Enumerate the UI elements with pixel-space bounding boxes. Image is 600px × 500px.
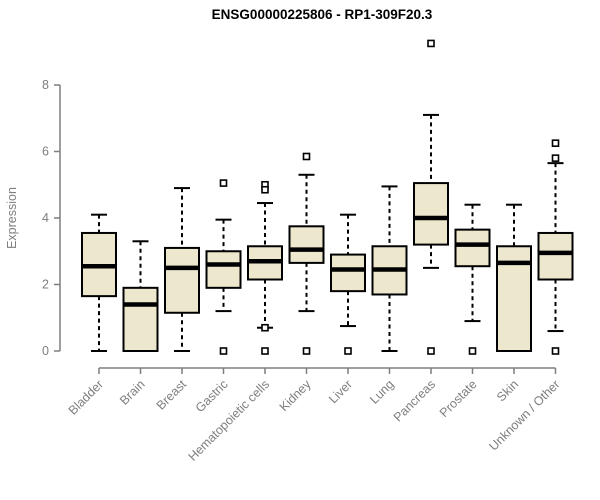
x-tick-label: Liver — [326, 377, 355, 406]
x-tick-label: Skin — [494, 377, 521, 404]
x-tick-label: Prostate — [437, 377, 480, 420]
y-axis-title: Expression — [5, 187, 19, 249]
y-tick-label: 2 — [42, 278, 49, 292]
outlier-marker — [468, 347, 477, 355]
outlier-marker — [551, 139, 560, 147]
x-tick-label: Kidney — [277, 377, 314, 414]
outlier-marker — [261, 185, 269, 194]
x-tick-label: Hematopoietic cells — [186, 377, 273, 464]
box-rect — [288, 225, 325, 264]
outlier-marker — [551, 347, 560, 355]
boxplot-brain — [122, 240, 159, 353]
box-rect — [122, 286, 159, 353]
outlier-marker — [344, 347, 352, 355]
x-tick-label: Unknown / Other — [486, 377, 562, 453]
x-tick-label: Brain — [117, 377, 148, 408]
outlier-marker — [302, 152, 311, 161]
boxplot-series — [81, 39, 574, 355]
axes: 0 2 4 6 8 Bladder Brain Breast GastricHematopoie… — [42, 78, 563, 464]
box-rect — [537, 231, 574, 281]
x-tick-label: Lung — [367, 377, 397, 407]
y-tick-label: 4 — [42, 211, 49, 225]
y-tick-label: 0 — [42, 344, 49, 358]
y-tick-label: 6 — [42, 145, 49, 159]
boxplot-skin — [496, 203, 532, 352]
boxplot-breast — [164, 187, 200, 352]
outlier-marker — [302, 347, 311, 355]
outlier-marker — [551, 154, 560, 162]
boxplot-kidney — [288, 152, 325, 355]
x-tick-label: Gastric — [193, 377, 231, 415]
outlier-marker — [219, 347, 228, 355]
boxplot-hematopoietic-cells — [247, 180, 283, 355]
box-rect — [413, 182, 449, 246]
chart-title: ENSG00000225806 - RP1-309F20.3 — [212, 7, 433, 22]
y-tick-label: 8 — [42, 78, 49, 92]
boxplot-pancreas — [413, 39, 449, 355]
outlier-marker — [261, 323, 269, 332]
outlier-marker — [427, 39, 435, 48]
boxplot-unknown-other — [537, 139, 574, 355]
x-tick-label: Pancreas — [391, 377, 438, 424]
boxplot-gastric — [205, 179, 242, 355]
box-rect — [330, 253, 366, 293]
box-rect — [164, 246, 200, 314]
boxplot-prostate — [454, 203, 491, 355]
outlier-marker — [427, 347, 435, 355]
x-tick-label: Breast — [154, 377, 190, 413]
box-rect — [454, 228, 491, 268]
outlier-marker — [219, 179, 228, 187]
boxplot-lung — [371, 185, 408, 352]
boxplot-bladder — [81, 213, 117, 352]
x-tick-label: Bladder — [66, 377, 106, 417]
outlier-marker — [261, 347, 269, 355]
box-rect — [205, 250, 242, 289]
boxplot-liver — [330, 213, 366, 355]
